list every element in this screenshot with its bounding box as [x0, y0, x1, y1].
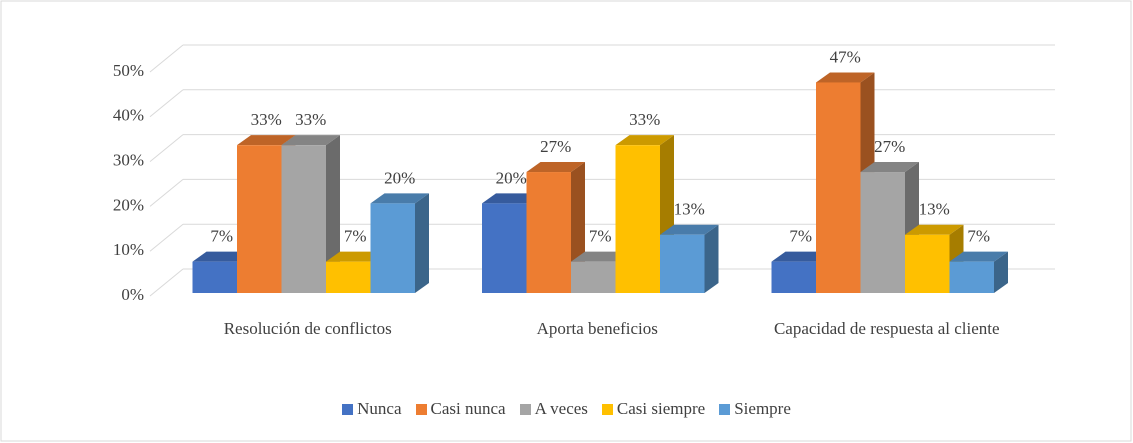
legend-item: Casi nunca: [415, 399, 506, 419]
legend-item: Casi siempre: [601, 399, 706, 419]
legend-label: Casi siempre: [616, 399, 706, 418]
data-label: 33%: [251, 110, 282, 129]
x-tick-label: Capacidad de respuesta al cliente: [773, 319, 1000, 338]
bar-top: [860, 162, 919, 173]
bar-side: [994, 251, 1008, 293]
x-tick-label: Resolución de conflictos: [223, 319, 392, 338]
legend-item: Siempre: [719, 399, 791, 419]
data-label: 33%: [629, 110, 660, 129]
bar-top: [771, 251, 830, 262]
bar: [860, 172, 905, 293]
y-tick-label: 40%: [113, 106, 144, 125]
y-tick-label: 0%: [121, 285, 144, 304]
bar: [660, 234, 705, 293]
legend-swatch: [415, 403, 427, 415]
data-label: 20%: [384, 168, 415, 187]
legend-swatch: [719, 403, 731, 415]
data-label: 7%: [344, 227, 367, 246]
legend-swatch: [519, 403, 531, 415]
bar-top: [326, 251, 385, 262]
bar-top: [571, 251, 630, 262]
bar-top: [370, 193, 429, 204]
y-tick-label: 10%: [113, 240, 144, 259]
bar: [482, 203, 527, 293]
bar-side: [415, 193, 429, 293]
legend-label: Siempre: [734, 399, 791, 418]
bar: [192, 261, 237, 293]
data-label: 7%: [589, 227, 612, 246]
bar: [905, 234, 950, 293]
bar: [571, 261, 616, 293]
bar-top: [237, 135, 296, 146]
bar: [326, 261, 371, 293]
bar-side: [704, 224, 719, 293]
data-label: 27%: [874, 137, 905, 156]
data-label: 47%: [830, 47, 861, 66]
grid-line: [149, 268, 184, 297]
bar: [370, 203, 415, 293]
data-label: 7%: [210, 227, 233, 246]
bar-top: [526, 162, 585, 173]
grid-line: [149, 89, 184, 118]
y-tick-label: 20%: [113, 195, 144, 214]
data-label: 7%: [967, 227, 990, 246]
y-tick-label: 50%: [113, 61, 144, 80]
bar: [949, 261, 994, 293]
legend-swatch: [601, 403, 613, 415]
y-tick-label: 30%: [113, 151, 144, 170]
grid-line: [149, 179, 184, 207]
bar: [281, 145, 326, 293]
bar: [771, 261, 816, 293]
legend-label: Casi nunca: [430, 399, 506, 418]
bar-top: [949, 251, 1008, 262]
grid-line: [149, 134, 184, 162]
bar-top: [615, 135, 674, 146]
bar-side: [326, 135, 340, 293]
bar: [615, 145, 660, 293]
data-label: 27%: [540, 137, 571, 156]
bar: [816, 82, 861, 293]
legend-label: A veces: [534, 399, 588, 418]
grid-line: [149, 44, 184, 73]
grid-line: [149, 223, 184, 252]
bar-top: [192, 251, 251, 262]
data-label: 20%: [496, 168, 527, 187]
bar-top: [816, 72, 875, 83]
data-label: 13%: [919, 200, 950, 219]
data-label: 13%: [674, 200, 705, 219]
legend-item: Nunca: [342, 399, 402, 419]
data-label: 33%: [295, 110, 326, 129]
bar: [526, 172, 571, 293]
bar-top: [905, 224, 964, 235]
legend-label: Nunca: [357, 399, 402, 418]
legend: Nunca Casi nunca A veces Casi siempre Siempr…: [0, 399, 1133, 419]
x-tick-label: Aporta beneficios: [536, 319, 658, 338]
legend-swatch: [342, 403, 354, 415]
bar-top: [281, 135, 340, 146]
bar-top: [482, 193, 541, 204]
bar: [237, 145, 282, 293]
bar-top: [660, 224, 719, 235]
data-label: 7%: [789, 227, 812, 246]
legend-item: A veces: [519, 399, 588, 419]
